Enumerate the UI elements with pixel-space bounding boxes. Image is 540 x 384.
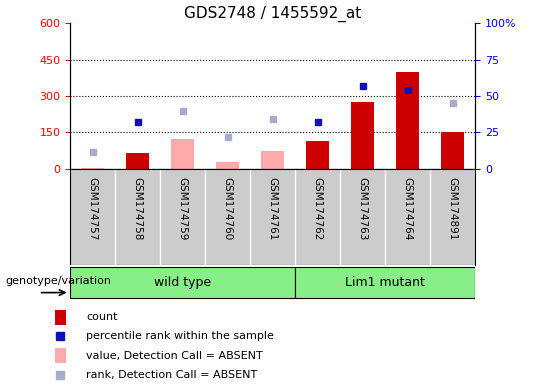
Text: GSM174760: GSM174760: [222, 177, 233, 240]
Text: GSM174758: GSM174758: [133, 177, 143, 240]
Bar: [55, 348, 66, 363]
Bar: [352, 102, 374, 169]
Title: GDS2748 / 1455592_at: GDS2748 / 1455592_at: [184, 5, 361, 22]
Bar: [295, 267, 475, 298]
Text: GSM174763: GSM174763: [357, 177, 368, 240]
Bar: [217, 163, 239, 169]
Text: GSM174757: GSM174757: [87, 177, 98, 240]
Bar: [82, 168, 104, 169]
Text: percentile rank within the sample: percentile rank within the sample: [86, 331, 274, 341]
Bar: [261, 151, 284, 169]
Bar: [172, 140, 194, 169]
Bar: [217, 162, 239, 169]
Text: GSM174891: GSM174891: [448, 177, 458, 240]
Text: wild type: wild type: [154, 276, 211, 289]
Bar: [70, 267, 295, 298]
Text: value, Detection Call = ABSENT: value, Detection Call = ABSENT: [86, 351, 263, 361]
Text: GSM174761: GSM174761: [268, 177, 278, 240]
Bar: [172, 139, 194, 169]
Text: Lim1 mutant: Lim1 mutant: [345, 276, 425, 289]
Text: count: count: [86, 312, 118, 322]
Text: GSM174759: GSM174759: [178, 177, 188, 240]
Text: genotype/variation: genotype/variation: [5, 275, 111, 286]
Bar: [396, 72, 419, 169]
Bar: [55, 310, 66, 325]
Bar: [442, 132, 464, 169]
Text: GSM174762: GSM174762: [313, 177, 323, 240]
Bar: [307, 141, 329, 169]
Text: GSM174764: GSM174764: [403, 177, 413, 240]
Bar: [261, 151, 284, 169]
Text: rank, Detection Call = ABSENT: rank, Detection Call = ABSENT: [86, 370, 258, 380]
Bar: [126, 153, 149, 169]
